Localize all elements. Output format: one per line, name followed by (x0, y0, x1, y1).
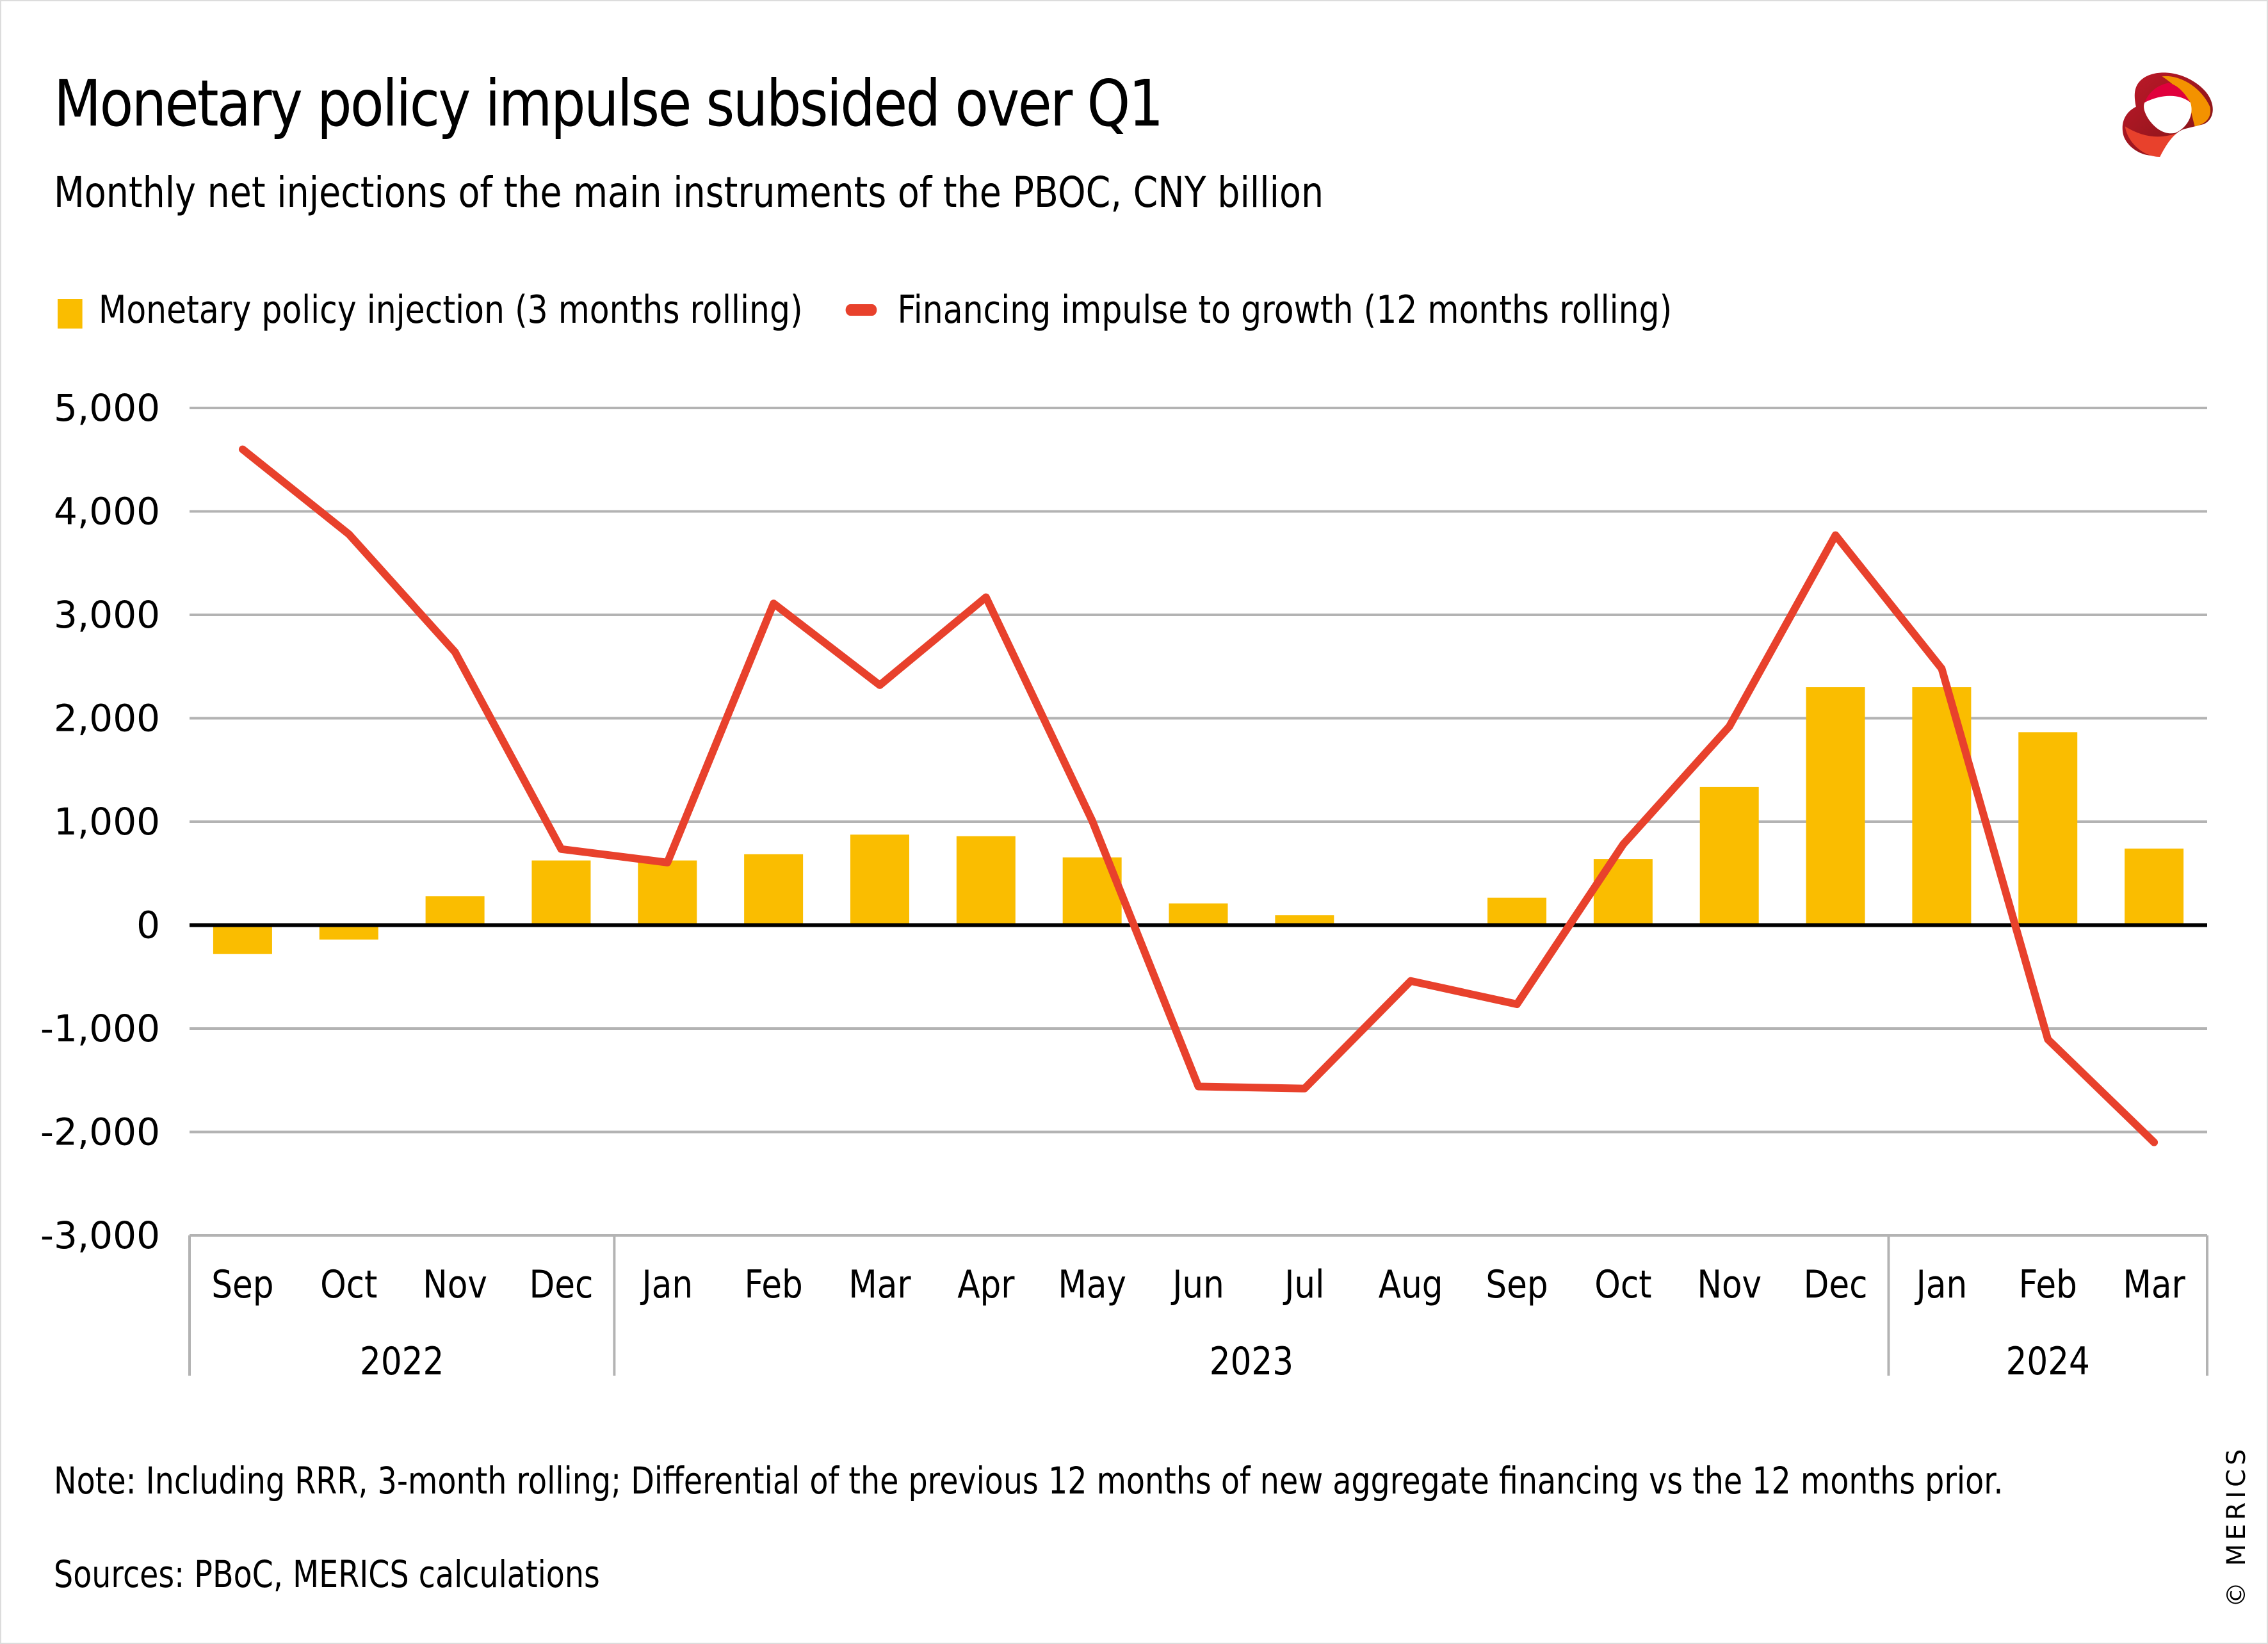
x-axis: Sep Oct Nov Dec Jan Feb Mar Apr May Jun Jul Aug Sep O… (188, 1234, 2208, 1384)
x-tick-label: Feb (744, 1262, 802, 1307)
y-tick-label: 1,000 (54, 800, 160, 843)
legend-item-bar: Monetary policy injection (3 months roll… (58, 288, 803, 332)
y-tick-label: 3,000 (54, 593, 160, 637)
x-tick-label: Feb (2019, 1262, 2077, 1307)
legend-label-bar: Monetary policy injection (3 months roll… (98, 288, 803, 332)
chart-subtitle: Monthly net injections of the main instr… (54, 168, 1324, 217)
legend-bar-swatch-icon (58, 299, 83, 329)
x-tick-label: Sep (1486, 1262, 1548, 1307)
gridlines (190, 407, 2207, 1134)
x-tick-label: Jan (1915, 1262, 1967, 1307)
x-tick-label: Nov (1697, 1262, 1762, 1307)
footer-note: Note: Including RRR, 3-month rolling; Di… (54, 1459, 2004, 1502)
x-tick-label: Dec (1804, 1262, 1868, 1307)
x-year-label: 2024 (2006, 1339, 2090, 1384)
x-year-label: 2023 (1210, 1339, 1293, 1384)
chart-legend: Monetary policy injection (3 months roll… (58, 287, 1715, 333)
bar (425, 896, 485, 925)
bar (213, 925, 272, 954)
bar (2018, 732, 2078, 925)
y-tick-label: 0 (136, 904, 160, 947)
x-tick-label: Oct (320, 1262, 377, 1307)
x-tick-label: May (1058, 1262, 1126, 1307)
x-tick-label: Sep (211, 1262, 273, 1307)
bar (956, 836, 1016, 925)
bar (1806, 687, 1865, 925)
bar (531, 860, 591, 925)
copyright-label: © MERICS (2222, 1445, 2251, 1607)
merics-logo-icon (2122, 72, 2213, 157)
bar (1275, 915, 1334, 925)
x-tick-label: Mar (2123, 1262, 2185, 1307)
footer-sources: Sources: PBoC, MERICS calculations (54, 1552, 600, 1596)
y-tick-label: 4,000 (54, 490, 160, 533)
x-tick-label: Dec (530, 1262, 594, 1307)
x-tick-label: Jul (1283, 1262, 1324, 1307)
legend-item-line: Financing impulse to growth (12 months r… (845, 288, 1673, 332)
x-tick-label: Nov (423, 1262, 487, 1307)
y-tick-label: -3,000 (40, 1214, 160, 1257)
x-tick-label: Jan (640, 1262, 693, 1307)
bar (2125, 848, 2184, 925)
line-series (238, 445, 2159, 1146)
y-tick-label: 2,000 (54, 697, 160, 740)
x-tick-label: Apr (957, 1262, 1014, 1307)
bar (1912, 687, 1972, 925)
bar (1487, 897, 1547, 925)
y-tick-label: 5,000 (54, 386, 160, 430)
bar (1699, 786, 1759, 925)
y-tick-label: -1,000 (40, 1007, 160, 1050)
line-path (238, 445, 2159, 1146)
y-axis-ticks: 5,000 4,000 3,000 2,000 1,000 0 -1,000 -2,000 -3… (40, 386, 160, 1257)
chart-title: Monetary policy impulse subsided over Q1 (54, 66, 1163, 141)
bar (319, 925, 378, 940)
y-tick-label: -2,000 (40, 1111, 160, 1154)
x-tick-label: Jun (1170, 1262, 1224, 1307)
bar-series (213, 687, 2184, 954)
x-year-label: 2022 (360, 1339, 444, 1384)
bar (744, 854, 804, 925)
bar (1169, 903, 1228, 925)
x-tick-label: Oct (1594, 1262, 1651, 1307)
bar (850, 834, 909, 925)
x-tick-label: Aug (1379, 1262, 1443, 1307)
legend-label-line: Financing impulse to growth (12 months r… (897, 288, 1673, 332)
legend-line-swatch-icon (845, 304, 877, 316)
bar (638, 860, 697, 925)
x-tick-label: Mar (848, 1262, 911, 1307)
